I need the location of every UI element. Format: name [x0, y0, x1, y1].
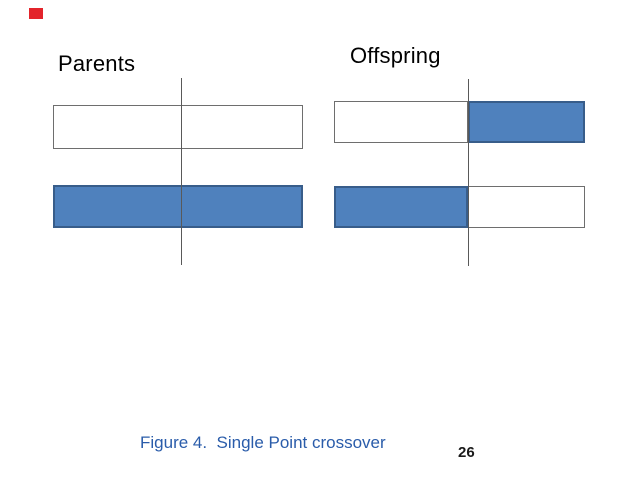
offspring-2-blue-gene-segment: [334, 186, 468, 228]
offspring-1-blue-gene-segment: [468, 101, 585, 143]
offspring-1-white-gene-segment: [334, 101, 468, 143]
offspring-crossover-point-line: [468, 79, 469, 266]
parent-1-white-gene-segment: [53, 105, 303, 149]
parent-chromosome-1: [53, 105, 303, 149]
parents-section-label: Parents: [58, 51, 136, 76]
offspring-2-white-gene-segment: [468, 186, 585, 228]
offspring-section-label: Offspring: [350, 43, 441, 68]
red-corner-marker: [29, 8, 43, 19]
figure-caption: Figure 4. Single Point crossover: [140, 433, 386, 452]
offspring-chromosome-1: [334, 101, 585, 143]
slide-page-number: 26: [458, 444, 475, 461]
parent-2-blue-gene-segment: [53, 185, 303, 228]
offspring-chromosome-2: [334, 186, 585, 228]
parent-chromosome-2: [53, 185, 303, 228]
parents-crossover-point-line: [181, 78, 182, 265]
